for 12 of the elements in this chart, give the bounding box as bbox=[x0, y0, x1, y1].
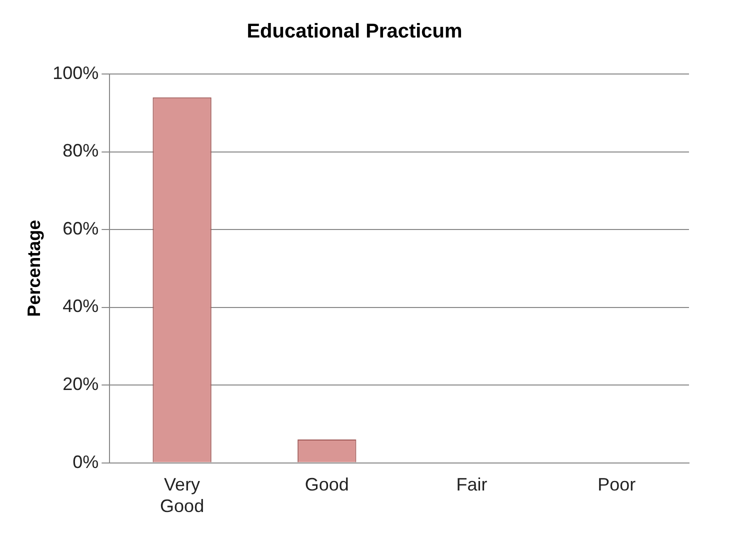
x-tick-label: Poor bbox=[598, 474, 636, 495]
x-tick-label: Very Good bbox=[160, 474, 204, 516]
y-tick-label: 0% bbox=[72, 452, 99, 472]
x-tick-label: Fair bbox=[456, 474, 488, 495]
y-tick-label: 100% bbox=[52, 62, 99, 83]
x-tick-label: Good bbox=[304, 474, 349, 495]
y-tick-label: 60% bbox=[62, 218, 99, 238]
y-axis-title: Percentage bbox=[24, 220, 44, 317]
y-tick-label: 40% bbox=[62, 296, 99, 316]
chart-title: Educational Practicum bbox=[246, 20, 462, 43]
y-tick-label: 80% bbox=[62, 140, 99, 161]
y-tick-label: 20% bbox=[62, 374, 99, 394]
